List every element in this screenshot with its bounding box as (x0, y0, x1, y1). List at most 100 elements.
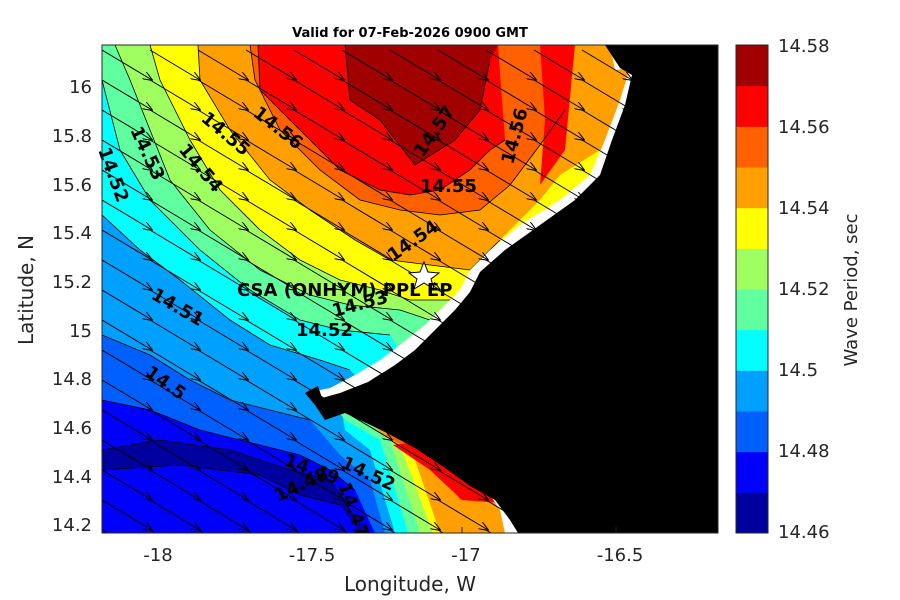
wave-vector-arrow (485, 199, 536, 230)
wave-vector-arrow (533, 439, 584, 470)
wave-vector-arrow (581, 79, 632, 110)
wave-vector-arrow (533, 259, 584, 290)
wave-vector-arrow (197, 289, 248, 320)
wave-vector-arrow (341, 319, 392, 350)
wave-vector-arrow (389, 49, 440, 80)
wave-vector-arrow (197, 439, 248, 470)
wave-vector-arrow (581, 469, 632, 500)
wave-vector-arrow (629, 229, 680, 260)
wave-vector-arrow (245, 109, 296, 140)
wave-vector-arrow (581, 199, 632, 230)
colorbar-swatch (736, 289, 768, 331)
colorbar-tick-label: 14.46 (778, 522, 830, 543)
wave-vector-arrow (533, 499, 584, 530)
wave-vector-arrow (341, 229, 392, 260)
wave-vector-arrow (102, 409, 152, 440)
wave-vector-arrow (581, 49, 632, 80)
y-tick-label: 15 (69, 321, 92, 342)
wave-vector-arrow (245, 229, 296, 260)
wave-vector-arrow (149, 199, 200, 230)
star-icon (407, 260, 441, 291)
wave-vector-arrow (293, 49, 344, 80)
wave-vector-arrow (485, 319, 536, 350)
wave-vector-arrow (341, 289, 392, 320)
wave-vector-arrow (437, 469, 488, 500)
wave-vector-arrow (533, 199, 584, 230)
wave-vector-arrow (389, 409, 440, 440)
wave-vector-arrow (293, 199, 344, 230)
wave-vector-arrow (197, 379, 248, 410)
wave-vector-arrow (197, 109, 248, 140)
wave-vector-arrow (437, 139, 488, 170)
wave-vector-arrow (293, 289, 344, 320)
wave-vector-arrow (341, 49, 392, 80)
wave-vector-arrow (293, 229, 344, 260)
wave-vector-arrow (293, 169, 344, 200)
site-label: CSA (ONHYM) PPL EP (237, 280, 452, 301)
wave-vector-arrow (389, 199, 440, 230)
wave-vector-arrow (533, 139, 584, 170)
wave-vector-arrow (629, 49, 680, 80)
wave-vector-arrow (485, 409, 536, 440)
x-tick-label: -17.5 (289, 545, 336, 566)
wave-vector-arrow (533, 169, 584, 200)
y-tick-label: 14.4 (52, 467, 92, 488)
colorbar-swatch (736, 126, 768, 168)
wave-vector-arrow (389, 319, 440, 350)
wave-vector-arrow (437, 379, 488, 410)
wave-vector-arrow (629, 409, 680, 440)
wave-vector-arrow (149, 259, 200, 290)
wave-vector-arrow (293, 139, 344, 170)
y-tick-label: 16 (69, 77, 92, 98)
wave-vector-arrow (102, 259, 152, 290)
wave-vector-arrow (389, 529, 396, 533)
wave-vector-arrow (437, 319, 488, 350)
wave-vector-arrow (197, 469, 248, 500)
wave-vector-arrow (485, 259, 536, 290)
y-tick-label: 15.8 (52, 126, 92, 147)
contour-lines (102, 45, 566, 511)
wave-vector-arrow (293, 439, 344, 470)
wave-vector-arrow (341, 79, 392, 110)
wave-vector-arrow (629, 259, 680, 290)
wave-vector-arrow (245, 139, 296, 170)
wave-vector-arrow (149, 169, 200, 200)
wave-vector-arrow (197, 139, 248, 170)
wave-vector-arrow (389, 79, 440, 110)
wave-vector-arrow (197, 49, 248, 80)
wave-vector-arrow (437, 169, 488, 200)
wave-vector-arrow (581, 109, 632, 140)
wave-vector-arrow (533, 49, 584, 80)
wave-vector-arrow (293, 259, 344, 290)
wave-vector-arrow (629, 349, 680, 380)
wave-vector-arrow (437, 289, 488, 320)
x-tick-label: -16.5 (597, 545, 644, 566)
wave-vector-arrow (437, 349, 488, 380)
wave-vector-arrow (581, 499, 632, 530)
wave-vector-arrow (437, 109, 488, 140)
colorbar-swatches (736, 45, 768, 534)
wave-vector-arrow (629, 499, 680, 530)
y-axis: 14.2 14.4 14.6 14.8 15 15.2 15.4 15.6 15… (14, 77, 92, 536)
wave-vector-arrow (341, 169, 392, 200)
colorbar-tick-label: 14.58 (778, 36, 830, 57)
y-tick-label: 15.2 (52, 272, 92, 293)
wave-vector-arrow (389, 139, 440, 170)
wave-vector-arrow (341, 469, 392, 500)
wave-vector-arrow (677, 49, 718, 75)
wave-vector-arrow (437, 229, 488, 260)
wave-vector-arrow (245, 409, 296, 440)
wave-vector-arrow (197, 169, 248, 200)
colorbar-swatch (736, 167, 768, 209)
wave-vector-arrow (677, 439, 718, 465)
y-tick-label: 14.6 (52, 418, 92, 439)
wave-vector-arrow (677, 499, 718, 525)
wave-vector-arrow (581, 409, 632, 440)
wave-vector-arrow (581, 169, 632, 200)
wave-vector-arrow (389, 379, 440, 410)
colorbar-swatch (736, 451, 768, 493)
wave-vector-arrow (149, 109, 200, 140)
wave-vector-arrow (149, 289, 200, 320)
wave-vector-arrow (293, 319, 344, 350)
wave-vector-arrow (102, 349, 152, 380)
